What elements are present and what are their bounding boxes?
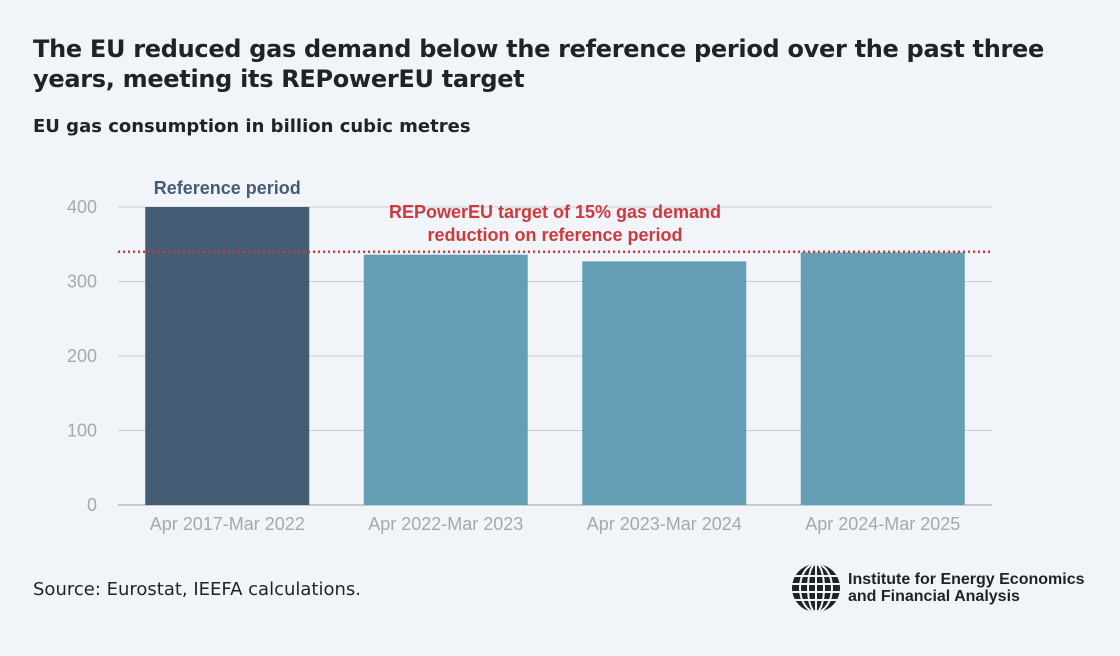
chart-subtitle: EU gas consumption in billion cubic metr…: [33, 116, 471, 137]
x-tick-label: Apr 2022-Mar 2023: [368, 514, 523, 534]
globe-icon: [792, 564, 840, 612]
x-tick-label: Apr 2017-Mar 2022: [150, 514, 305, 534]
source-note: Source: Eurostat, IEEFA calculations.: [33, 579, 362, 600]
bar: [363, 254, 528, 505]
chart-title: The EU reduced gas demand below the refe…: [33, 35, 1044, 93]
target-label-line2: reduction on reference period: [427, 225, 682, 245]
ieefa-logo: Institute for Energy Economics and Finan…: [790, 562, 1084, 614]
y-tick-label: 200: [67, 346, 97, 366]
bar: [145, 207, 310, 505]
x-tick-label: Apr 2023-Mar 2024: [587, 514, 742, 534]
reference-period-label: Reference period: [154, 178, 301, 198]
logo-line1: Institute for Energy Economics: [848, 571, 1085, 588]
x-tick-label: Apr 2024-Mar 2025: [805, 514, 960, 534]
logo-line2: and Financial Analysis: [848, 588, 1020, 605]
bar: [582, 261, 747, 505]
y-tick-label: 300: [67, 272, 97, 292]
y-tick-label: 0: [87, 495, 97, 515]
target-label-line1: REPowerEU target of 15% gas demand: [389, 202, 721, 222]
y-tick-label: 100: [67, 421, 97, 441]
bar: [800, 252, 965, 505]
y-tick-label: 400: [67, 197, 97, 217]
